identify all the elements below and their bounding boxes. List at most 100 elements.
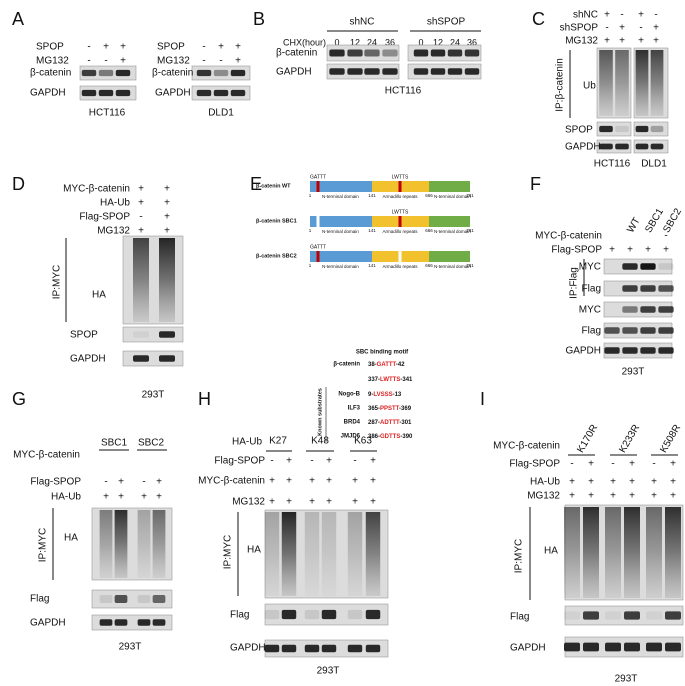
band	[646, 642, 662, 652]
band	[114, 619, 128, 626]
label: Flag	[510, 612, 529, 623]
sign: +	[651, 491, 657, 502]
sign: -	[353, 456, 356, 467]
sign: +	[269, 476, 275, 487]
band	[382, 68, 398, 75]
row-label: Flag-SPOP	[509, 459, 560, 470]
motif-part: 337-	[368, 377, 380, 383]
band	[365, 644, 381, 653]
label: β-catenin	[276, 48, 317, 59]
site	[398, 251, 402, 262]
panel-letter: E	[250, 174, 262, 194]
band	[640, 347, 656, 354]
band	[635, 125, 649, 133]
sign: +	[670, 491, 676, 502]
row-label: MYC-β-catenin	[535, 231, 602, 242]
band	[152, 595, 166, 603]
label: DLD1	[208, 108, 234, 119]
band	[329, 68, 345, 75]
smear	[152, 510, 166, 578]
label: 293T	[622, 367, 645, 378]
domain	[429, 251, 470, 262]
sign: +	[141, 492, 147, 503]
label: K63	[354, 436, 372, 447]
label: Flag	[230, 610, 249, 621]
band	[230, 69, 246, 77]
sign: +	[588, 491, 594, 502]
sign: -	[310, 456, 313, 467]
label: 0	[334, 37, 339, 47]
label: JMJD6	[341, 434, 361, 440]
sign: +	[352, 497, 358, 508]
smear	[583, 507, 599, 598]
label: β-catenin	[152, 68, 193, 79]
sign: +	[352, 476, 358, 487]
band	[281, 644, 297, 653]
sign: +	[118, 492, 124, 503]
band	[364, 49, 380, 57]
sign: +	[653, 36, 659, 47]
sign: +	[629, 459, 635, 470]
label: GAPDH	[230, 643, 266, 654]
motif-part: -42	[396, 362, 405, 368]
motif-part: -390	[400, 434, 413, 440]
smear	[281, 512, 297, 596]
sign: -	[664, 231, 667, 242]
band	[583, 642, 599, 652]
band	[382, 49, 398, 57]
label: GAPDH	[70, 354, 106, 365]
motif-part: -301	[399, 420, 412, 426]
band	[447, 68, 463, 75]
label: Armadillo repeats	[382, 229, 418, 234]
label: 666	[425, 228, 433, 233]
sign: +	[670, 459, 676, 470]
sign: +	[118, 477, 124, 488]
label: Known substrates	[317, 388, 323, 436]
band	[196, 89, 212, 97]
row-label: SPOP	[157, 42, 185, 53]
domain	[429, 181, 470, 192]
sign: +	[604, 10, 610, 21]
sign: +	[309, 476, 315, 487]
smear	[137, 510, 151, 578]
smear	[599, 50, 613, 116]
sign: +	[309, 497, 315, 508]
sign: -	[605, 23, 608, 34]
label: 141	[368, 193, 376, 198]
label: N-terminal domain	[434, 194, 471, 199]
label: LWTTS	[392, 209, 409, 215]
sign: +	[588, 459, 594, 470]
row-label: MG132	[157, 56, 190, 67]
band	[304, 609, 320, 620]
smear	[635, 50, 649, 116]
sign: +	[164, 226, 170, 237]
label: SBC binding motif	[356, 350, 409, 356]
band	[665, 611, 681, 620]
smear	[347, 512, 363, 596]
label: 1	[309, 263, 312, 268]
label: Nogo-B	[338, 392, 360, 398]
sign: +	[370, 497, 376, 508]
label: HCT116	[385, 86, 422, 97]
label: 666	[425, 263, 433, 268]
blot	[191, 65, 251, 81]
smear	[605, 507, 621, 598]
band	[564, 642, 580, 652]
smear	[321, 512, 337, 596]
band	[137, 595, 151, 603]
smear	[304, 512, 320, 596]
band	[81, 89, 97, 97]
sign: -	[652, 459, 655, 470]
sign: -	[611, 459, 614, 470]
panel-letter: I	[480, 389, 485, 409]
row-label: MYC-β-catenin	[63, 184, 130, 195]
band	[640, 327, 656, 334]
motif-entry: 9-LVSSS-13	[368, 392, 402, 398]
label: K48	[311, 436, 329, 447]
sign: +	[138, 198, 144, 209]
sign: +	[629, 477, 635, 488]
band	[321, 644, 337, 653]
sign: +	[645, 245, 651, 256]
motif-part: GATTT	[377, 362, 397, 368]
band	[264, 644, 280, 653]
